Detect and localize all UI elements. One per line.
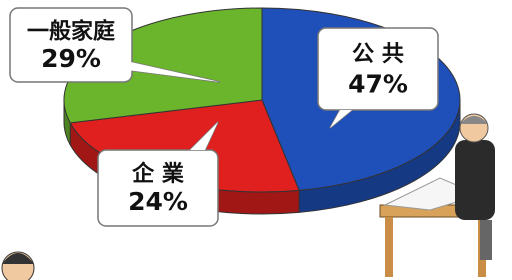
value-label: 29% bbox=[41, 44, 101, 73]
leg bbox=[480, 220, 492, 260]
hair bbox=[2, 253, 34, 264]
category-label: 企 業 bbox=[131, 161, 185, 187]
page: {"chart_data": {"type": "pie", "categori… bbox=[0, 0, 512, 280]
value-label: 24% bbox=[128, 187, 188, 216]
table-leg bbox=[385, 217, 393, 277]
value-label: 47% bbox=[348, 69, 408, 98]
chart: 公 共47% 企 業24% 一般家庭29% bbox=[0, 0, 512, 280]
category-label: 一般家庭 bbox=[27, 18, 115, 44]
hair bbox=[460, 116, 488, 124]
category-label: 公 共 bbox=[352, 42, 404, 67]
body bbox=[455, 140, 495, 220]
child-illustration bbox=[2, 252, 34, 280]
